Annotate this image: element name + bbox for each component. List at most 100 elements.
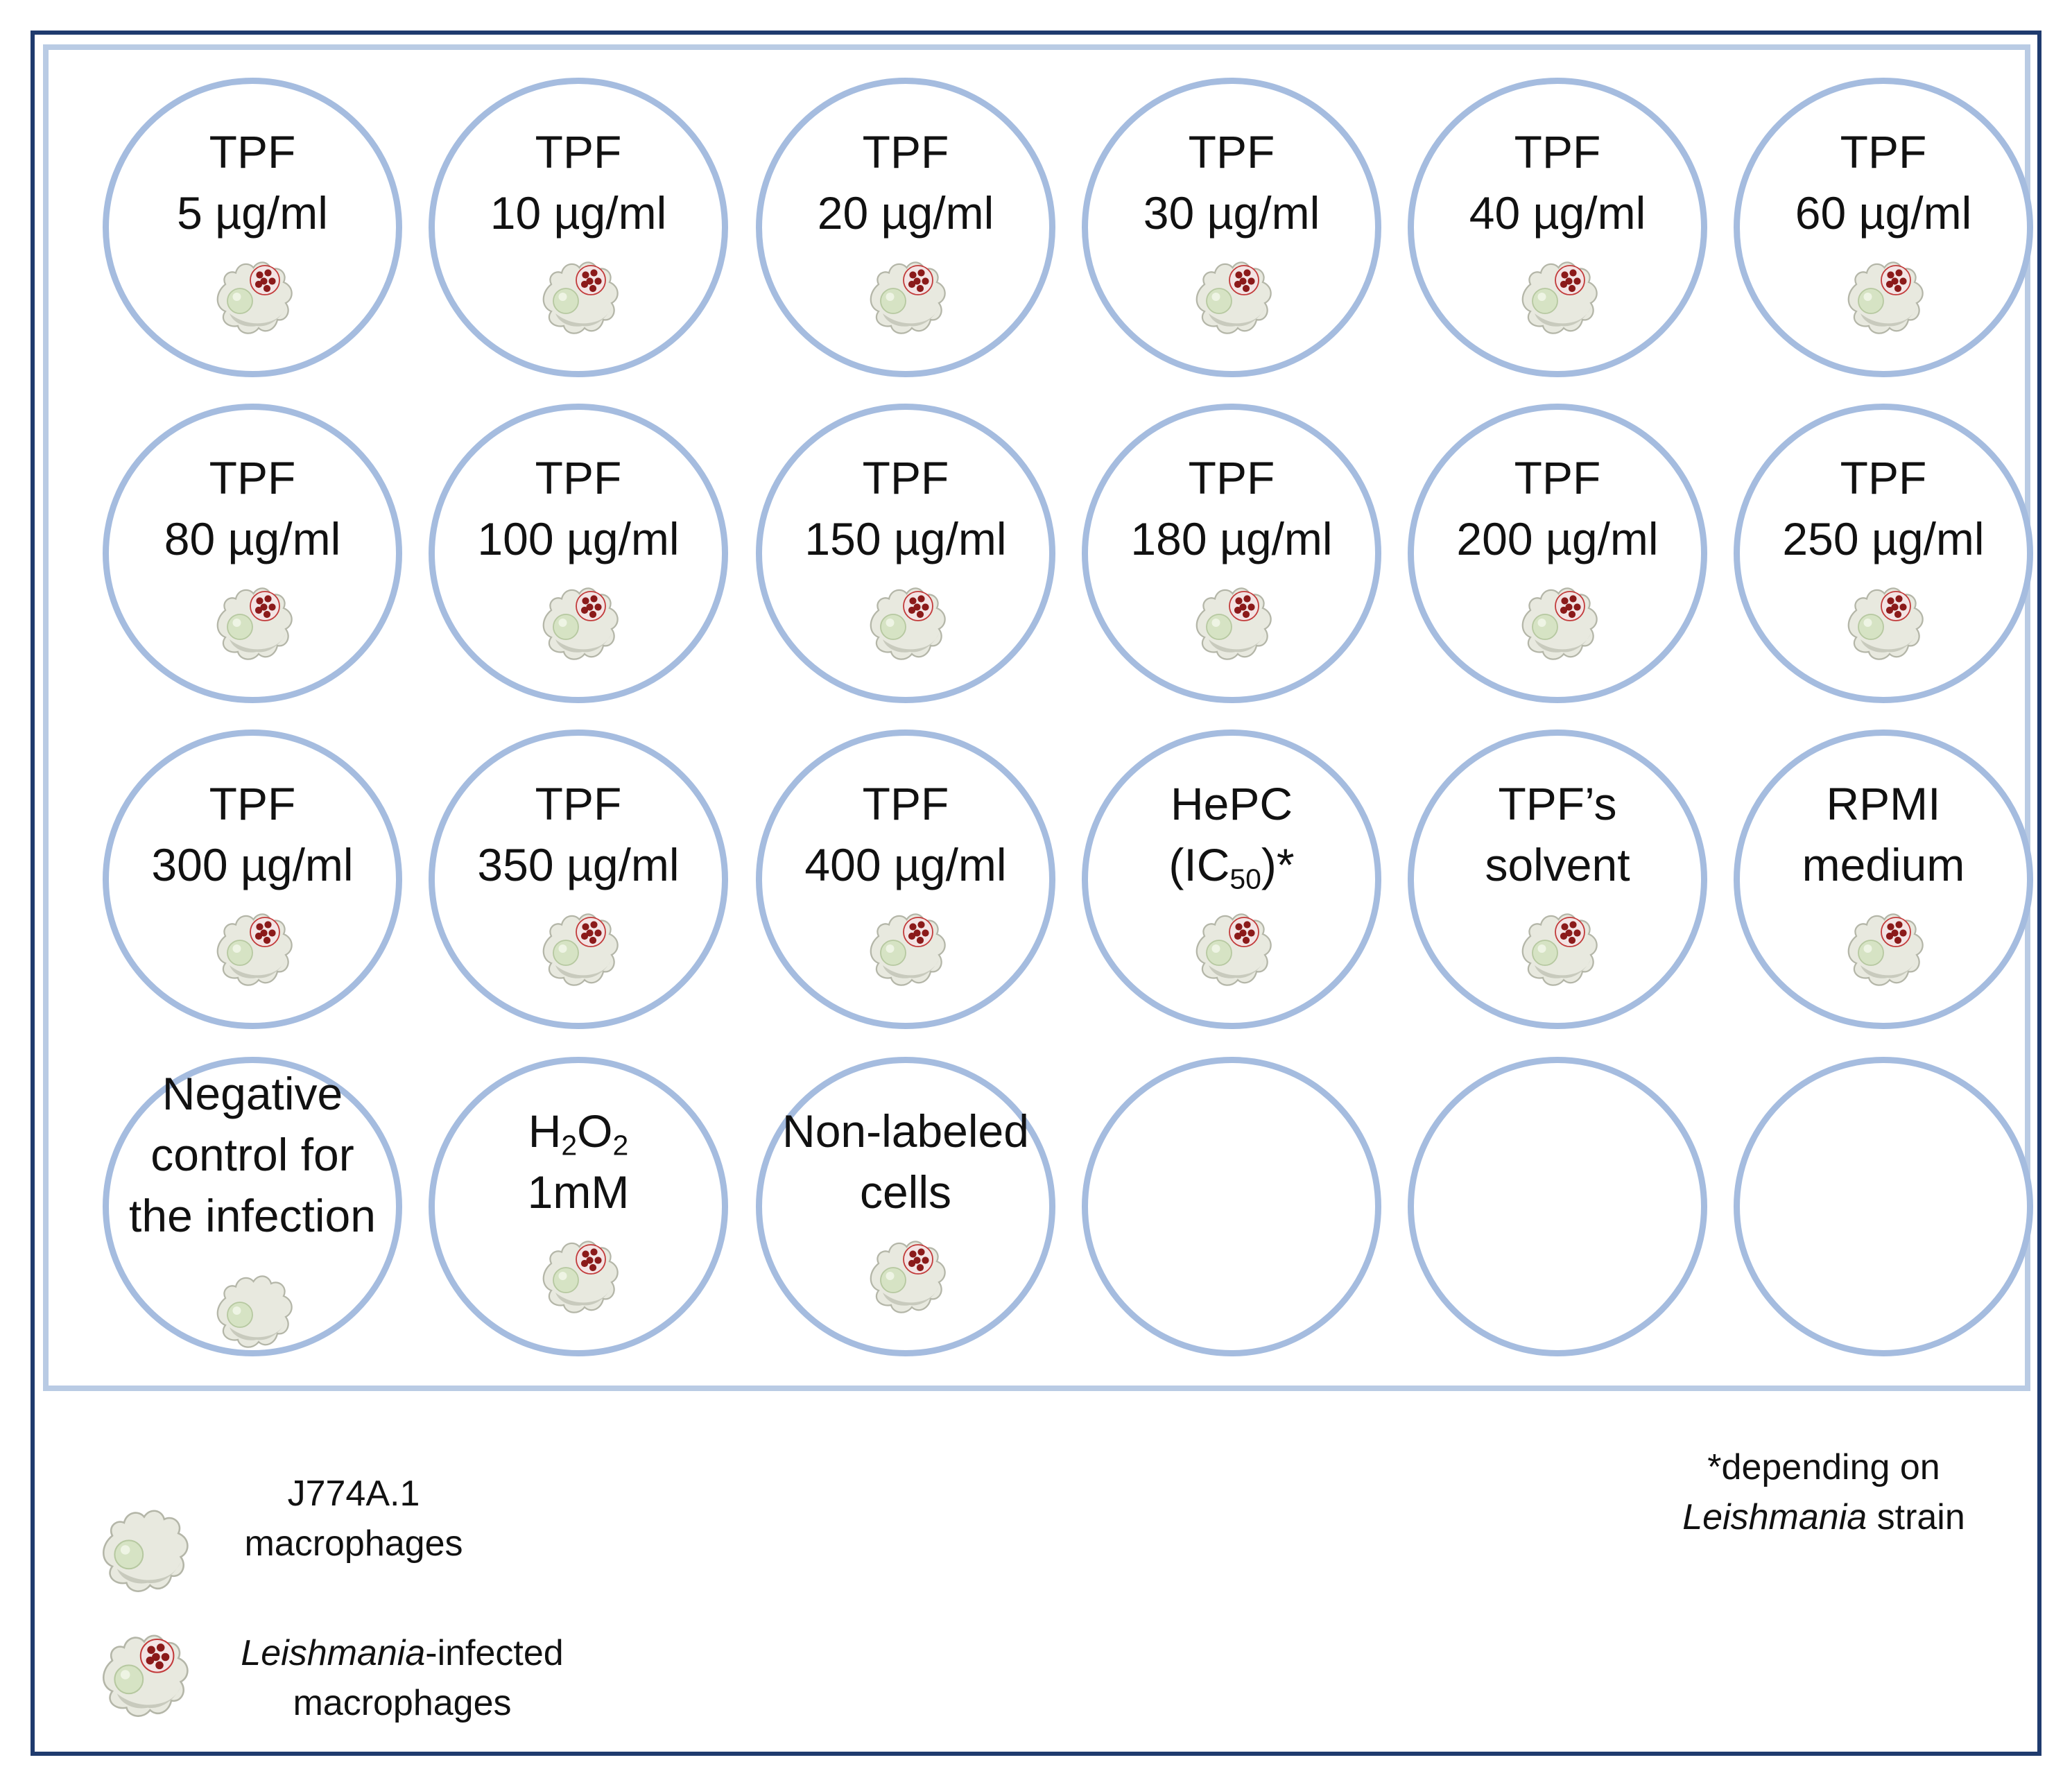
well-1: TPF 5 µg/ml	[103, 78, 402, 377]
well-label: TPF 60 µg/ml	[1795, 126, 1972, 239]
well-4: TPF 30 µg/ml	[1082, 78, 1381, 377]
leishmania-amastigote	[1565, 603, 1573, 611]
infected-macrophage-icon	[1836, 245, 1940, 349]
leishmania-amastigote	[1573, 603, 1581, 611]
leishmania-amastigote	[917, 921, 925, 929]
nucleus	[1858, 940, 1884, 966]
leishmania-amastigote	[1885, 606, 1894, 614]
nucleus	[1206, 288, 1232, 314]
leishmania-amastigote	[922, 277, 929, 285]
leishmania-amastigote	[260, 929, 268, 937]
well-label: TPF 350 µg/ml	[477, 778, 680, 890]
leishmania-amastigote	[580, 606, 589, 614]
nucleus	[880, 288, 906, 314]
leishmania-amastigote	[913, 277, 921, 285]
nucleus	[1858, 614, 1884, 640]
leishmania-amastigote	[260, 603, 268, 611]
well-24	[1734, 1057, 2033, 1356]
leishmania-amastigote	[1247, 929, 1255, 937]
leishmania-amastigote	[263, 284, 271, 293]
leishmania-amastigote	[594, 277, 602, 285]
leishmania-amastigote	[580, 932, 589, 940]
nucleus	[114, 1664, 144, 1695]
leishmania-amastigote	[1243, 921, 1251, 929]
well-label: TPF 40 µg/ml	[1469, 126, 1646, 239]
leishmania-amastigote	[1560, 606, 1568, 614]
infected-macrophage-icon	[1510, 245, 1614, 349]
well-18: RPMI medium	[1734, 730, 2033, 1029]
leishmania-amastigote	[586, 277, 594, 285]
leishmania-amastigote	[594, 929, 602, 937]
well-label: H2O2 1mM	[527, 1105, 630, 1218]
leishmania-amastigote	[1894, 610, 1902, 619]
well-label: TPF 180 µg/ml	[1130, 452, 1333, 564]
infected-macrophage-icon	[530, 1224, 634, 1328]
leishmania-amastigote	[254, 280, 263, 288]
leishmania-amastigote	[1247, 277, 1255, 285]
leishmania-amastigote	[590, 1248, 598, 1256]
leishmania-amastigote	[268, 929, 276, 937]
nucleus	[227, 1302, 253, 1328]
leishmania-amastigote	[916, 284, 924, 293]
leishmania-amastigote	[909, 1250, 917, 1258]
leishmania-amastigote	[580, 280, 589, 288]
leishmania-amastigote	[922, 1257, 929, 1264]
nucleus	[227, 614, 253, 640]
infected-macrophage-icon	[1510, 897, 1614, 1001]
leishmania-amastigote	[1568, 284, 1576, 293]
leishmania-amastigote	[580, 1259, 589, 1268]
leishmania-amastigote	[590, 269, 598, 277]
infected-macrophage-icon	[858, 897, 962, 1001]
leishmania-amastigote	[909, 597, 917, 605]
leishmania-amastigote	[582, 271, 589, 279]
well-22	[1082, 1057, 1381, 1356]
well-label: TPF 300 µg/ml	[151, 778, 354, 890]
leishmania-amastigote	[1895, 269, 1903, 277]
well-16: HePC (IC50)*	[1082, 730, 1381, 1029]
leishmania-amastigote	[263, 936, 271, 944]
well-23	[1408, 1057, 1707, 1356]
well-19: Negative control for the infection	[103, 1057, 402, 1356]
leishmania-amastigote	[152, 1652, 160, 1662]
leishmania-amastigote	[1560, 932, 1568, 940]
leishmania-amastigote	[1568, 936, 1576, 944]
leishmania-amastigote	[1887, 923, 1894, 931]
leishmania-amastigote	[582, 923, 589, 931]
leishmania-amastigote	[1239, 277, 1247, 285]
leishmania-amastigote	[908, 932, 916, 940]
leishmania-amastigote	[155, 1661, 164, 1670]
well-label: TPF 150 µg/ml	[804, 452, 1007, 564]
nucleus	[553, 1267, 579, 1293]
nucleus	[553, 288, 579, 314]
leishmania-amastigote	[586, 929, 594, 937]
well-14: TPF 350 µg/ml	[429, 730, 728, 1029]
leishmania-amastigote	[264, 269, 272, 277]
well-label: TPF’s solvent	[1485, 778, 1630, 890]
leishmania-amastigote	[913, 603, 921, 611]
leishmania-amastigote	[913, 929, 921, 937]
leishmania-amastigote	[917, 1248, 925, 1256]
leishmania-amastigote	[908, 1259, 916, 1268]
infected-macrophage-icon	[1184, 245, 1288, 349]
well-8: TPF 100 µg/ml	[429, 404, 728, 703]
well-15: TPF 400 µg/ml	[756, 730, 1055, 1029]
infected-macrophage-icon	[1836, 897, 1940, 1001]
leishmania-amastigote	[1887, 271, 1894, 279]
well-plate: TPF 5 µg/ml TPF 10 µg/ml TPF 20 µg/ml TPF 30 µg…	[43, 44, 2033, 1391]
leishmania-amastigote	[1561, 923, 1569, 931]
well-11: TPF 200 µg/ml	[1408, 404, 1707, 703]
leishmania-amastigote	[909, 923, 917, 931]
well-9: TPF 150 µg/ml	[756, 404, 1055, 703]
leishmania-amastigote	[1243, 269, 1251, 277]
leishmania-amastigote	[1573, 277, 1581, 285]
well-label: HePC (IC50)*	[1168, 778, 1295, 895]
leishmania-amastigote	[1569, 595, 1577, 603]
well-5: TPF 40 µg/ml	[1408, 78, 1707, 377]
infected-macrophage-icon	[1836, 571, 1940, 675]
nucleus	[553, 614, 579, 640]
leishmania-amastigote	[917, 595, 925, 603]
nucleus	[1532, 288, 1558, 314]
leishmania-amastigote	[1895, 595, 1903, 603]
legend-macrophage	[89, 1491, 207, 1609]
leishmania-amastigote	[582, 1250, 589, 1258]
